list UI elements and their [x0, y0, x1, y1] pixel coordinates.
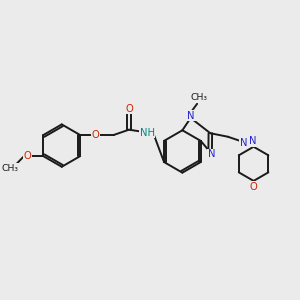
- Text: N: N: [249, 136, 257, 146]
- Text: CH₃: CH₃: [191, 93, 208, 102]
- Text: N: N: [239, 138, 247, 148]
- Text: O: O: [250, 182, 257, 192]
- Text: NH: NH: [140, 128, 155, 138]
- Text: O: O: [92, 130, 99, 140]
- Text: CH₃: CH₃: [2, 164, 19, 173]
- Text: O: O: [24, 151, 32, 161]
- Text: O: O: [125, 103, 133, 113]
- Text: N: N: [188, 111, 195, 121]
- Text: N: N: [208, 149, 215, 159]
